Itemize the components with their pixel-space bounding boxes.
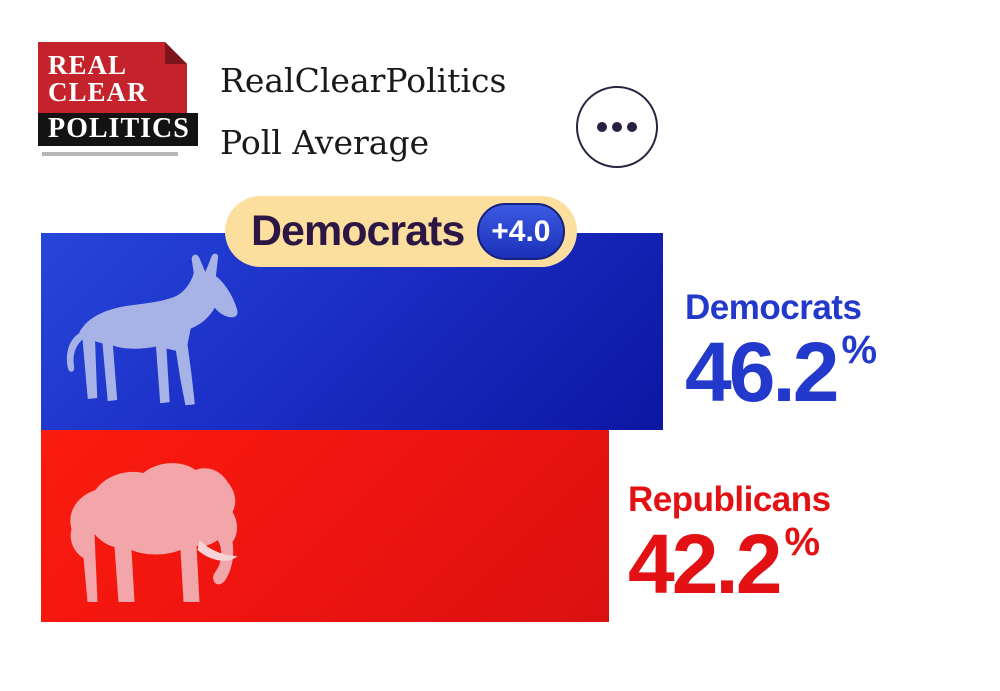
ellipsis-dot-icon <box>627 122 637 132</box>
republicans-bar <box>41 430 609 622</box>
logo-word-clear: CLEAR <box>48 77 148 107</box>
ellipsis-menu-button[interactable] <box>576 86 658 168</box>
republicans-number: 42.2 <box>628 517 782 611</box>
democrats-percent-sign: % <box>841 328 878 372</box>
donkey-icon <box>66 253 238 406</box>
elephant-icon <box>70 463 238 602</box>
page-title-line2: Poll Average <box>220 123 430 162</box>
democrats-bar <box>41 233 663 430</box>
democrats-value: 46.2% <box>685 328 878 430</box>
logo-word-politics: POLITICS <box>48 113 190 144</box>
leader-badge: Democrats +4.0 <box>225 196 577 267</box>
leader-badge-margin-value: +4.0 <box>491 214 551 248</box>
logo-underline <box>42 152 178 156</box>
republicans-callout: Republicans 42.2% <box>628 480 831 622</box>
ellipsis-dot-icon <box>612 122 622 132</box>
democrats-callout: Democrats 46.2% <box>685 288 877 430</box>
leader-badge-label: Democrats <box>251 207 465 255</box>
republicans-percent-sign: % <box>784 520 821 564</box>
leader-badge-margin-pill: +4.0 <box>477 203 565 260</box>
democrats-label: Democrats <box>685 288 862 327</box>
republicans-label: Republicans <box>628 480 831 519</box>
ellipsis-dot-icon <box>597 122 607 132</box>
realclearpolitics-logo: REAL CLEAR POLITICS <box>38 42 198 156</box>
page-title: RealClearPolitics Poll Average <box>220 50 506 174</box>
logo-red-box: REAL CLEAR <box>38 42 187 113</box>
democrats-number: 46.2 <box>685 325 839 419</box>
republicans-value: 42.2% <box>628 520 831 622</box>
logo-black-band: POLITICS <box>38 113 198 146</box>
logo-word-real: REAL <box>48 50 128 80</box>
page-title-line1: RealClearPolitics <box>220 61 507 100</box>
